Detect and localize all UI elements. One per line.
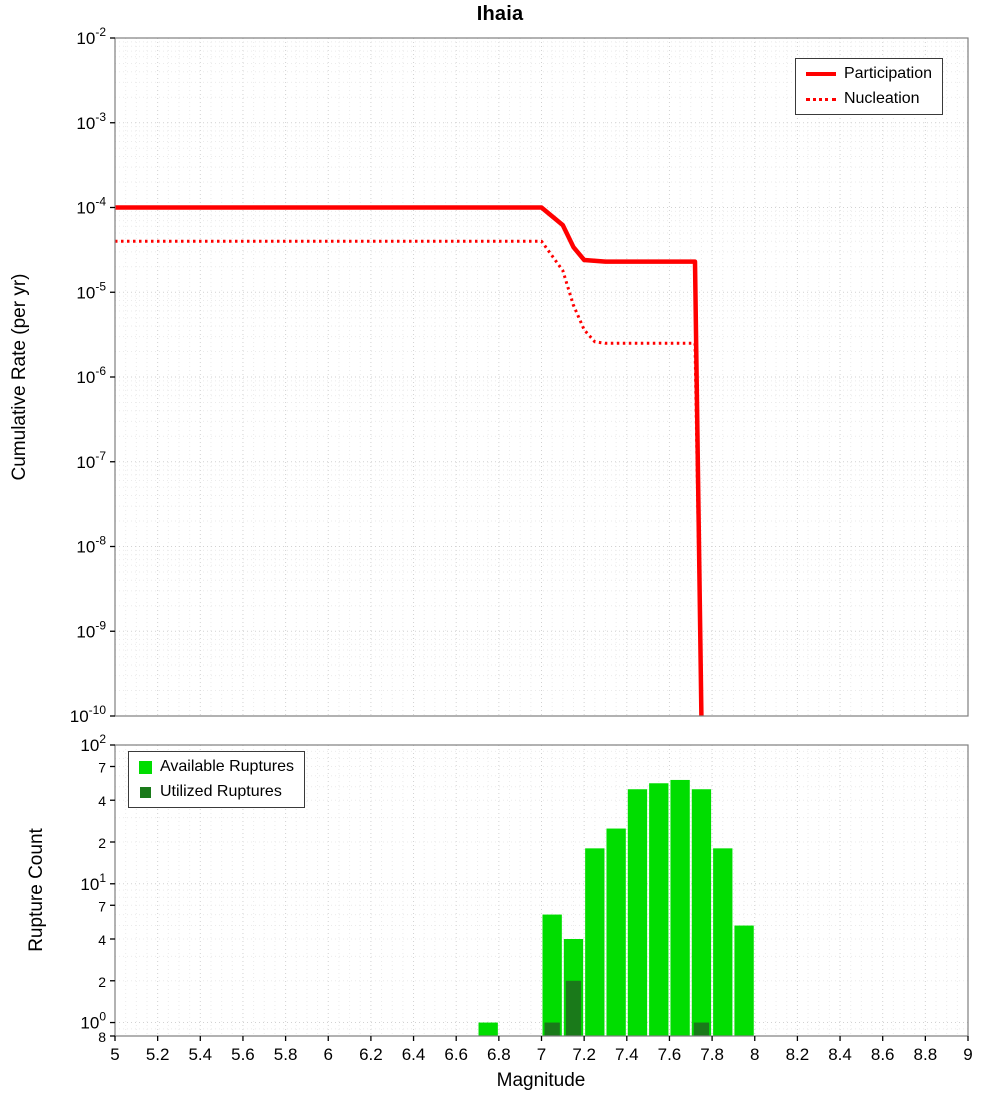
x-tick-label: 5.4 [188, 1045, 212, 1064]
nucleation-line [115, 239, 703, 717]
rupture-bars [478, 779, 754, 1036]
available-bar [713, 848, 733, 1036]
x-tick-label: 8.8 [914, 1045, 938, 1064]
participation-swatch [805, 72, 836, 76]
x-tick-label: 7.4 [615, 1045, 639, 1064]
x-tick-label: 5.2 [146, 1045, 170, 1064]
rates-legend: Participation Nucleation [794, 58, 943, 115]
x-tick-label: 5.8 [274, 1045, 298, 1064]
available-legend-label: Available Ruptures [160, 758, 295, 775]
x-axis-label: Magnitude [496, 1070, 586, 1091]
x-tick-label: 9 [963, 1045, 972, 1064]
top-y-tick-label: 10-8 [76, 534, 106, 557]
available-bar [627, 789, 648, 1036]
bottom-y-tick-label: 2 [98, 835, 106, 851]
bottom-y-tick-label: 102 [80, 732, 106, 755]
nucleation-legend-label: Nucleation [843, 90, 920, 107]
x-tick-label: 7.6 [658, 1045, 682, 1064]
utilized-bar [544, 1022, 560, 1036]
legend-item-participation: Participation [805, 65, 932, 83]
bottom-y-tick-label: 8 [98, 1029, 106, 1045]
bottom-y-tick-label: 101 [80, 871, 106, 894]
x-tick-label: 8.6 [871, 1045, 895, 1064]
x-tick-label: 7.2 [572, 1045, 596, 1064]
available-bar [478, 1022, 498, 1036]
top-gridlines [115, 38, 968, 716]
x-tick-label: 8.4 [828, 1045, 852, 1064]
top-y-tick-label: 10-10 [70, 703, 107, 726]
x-tick-label: 6.2 [359, 1045, 383, 1064]
bottom-y-tick-label: 7 [98, 759, 106, 775]
x-tick-label: 6 [324, 1045, 333, 1064]
utilized-legend-label: Utilized Ruptures [160, 783, 282, 800]
available-bar [606, 828, 626, 1036]
x-tick-label: 8.2 [786, 1045, 810, 1064]
available-bar [542, 914, 562, 1036]
x-tick-label: 7 [537, 1045, 546, 1064]
bottom-y-axis-label: Rupture Count [26, 828, 47, 952]
available-swatch [139, 760, 152, 774]
x-tick-label: 6.8 [487, 1045, 511, 1064]
top-y-tick-label: 10-7 [76, 449, 106, 472]
bottom-y-tick-label: 7 [98, 898, 106, 914]
x-tick-label: 6.6 [444, 1045, 468, 1064]
top-y-tick-label: 10-4 [76, 195, 106, 218]
available-bar [670, 779, 690, 1036]
x-tick-label: 6.4 [402, 1045, 426, 1064]
utilized-bar [693, 1022, 710, 1036]
bottom-y-tick-label: 4 [98, 932, 106, 948]
available-bar [585, 848, 605, 1036]
chart-title: Ihaia [476, 3, 524, 25]
bottom-y-tick-label: 100 [80, 1010, 106, 1033]
bottom-y-tick-label: 2 [98, 974, 106, 990]
available-bar [691, 789, 712, 1036]
axes-ticks: 10-2 10-3 10-4 10-5 10-6 10-7 10-8 10-9 10-10 102… [70, 25, 973, 1064]
available-bar [734, 925, 754, 1036]
top-y-tick-label: 10-2 [76, 25, 106, 48]
legend-item-utilized-ruptures: Utilized Ruptures [139, 783, 294, 801]
participation-legend-label: Participation [843, 65, 932, 82]
top-y-tick-label: 10-5 [76, 279, 106, 302]
top-y-tick-label: 10-6 [76, 364, 106, 387]
x-tick-label: 5.6 [231, 1045, 255, 1064]
available-bar [649, 783, 669, 1036]
utilized-swatch [140, 786, 151, 798]
x-tick-label: 8 [750, 1045, 759, 1064]
x-tick-label: 5 [110, 1045, 119, 1064]
top-y-tick-label: 10-3 [76, 110, 106, 133]
legend-item-nucleation: Nucleation [805, 90, 932, 108]
top-y-axis-label: Cumulative Rate (per yr) [9, 273, 30, 481]
legend-item-available-ruptures: Available Ruptures [139, 758, 294, 776]
top-y-tick-label: 10-9 [76, 618, 106, 641]
participation-line [115, 205, 704, 717]
utilized-bar [565, 980, 582, 1036]
bottom-y-tick-label: 4 [98, 793, 106, 809]
nucleation-swatch [805, 97, 836, 101]
ruptures-legend: Available Ruptures Utilized Ruptures [128, 751, 306, 808]
x-tick-label: 7.8 [700, 1045, 724, 1064]
